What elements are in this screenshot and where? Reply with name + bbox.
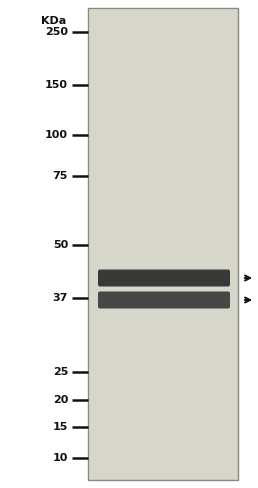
Bar	[88, 8, 238, 480]
FancyBboxPatch shape	[98, 269, 230, 286]
Text: 25: 25	[53, 367, 68, 377]
Text: 75: 75	[53, 171, 68, 181]
Text: 100: 100	[45, 130, 68, 140]
Bar	[89, 9, 237, 479]
FancyBboxPatch shape	[98, 291, 230, 308]
Text: 150: 150	[45, 80, 68, 90]
Text: 20: 20	[53, 395, 68, 405]
Text: 10: 10	[53, 453, 68, 463]
Text: KDa: KDa	[41, 16, 66, 26]
Text: 50: 50	[53, 240, 68, 250]
Text: 15: 15	[53, 422, 68, 432]
Text: 250: 250	[45, 27, 68, 37]
Text: 37: 37	[53, 293, 68, 303]
